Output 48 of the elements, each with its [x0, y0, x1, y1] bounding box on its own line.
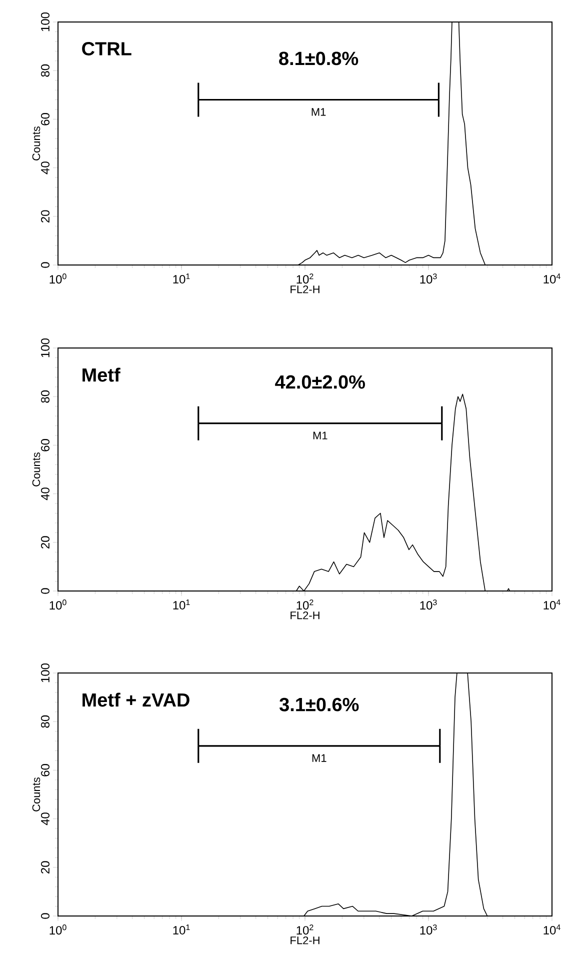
annotation: Metf + zVAD — [82, 692, 190, 707]
y-tick-label: 0 — [40, 913, 50, 919]
x-tick-label: 10$^{4}$ — [544, 274, 560, 284]
y-tick-label: 100 — [40, 338, 50, 358]
y-tick-label: 20 — [40, 861, 50, 874]
x-tick-label: 10$^{3}$ — [420, 274, 437, 284]
annotation: 42.0±2.0% — [275, 375, 365, 389]
y-tick-label: 20 — [40, 210, 50, 222]
y-tick-label: 40 — [40, 162, 50, 174]
x-axis-title: FL2-H — [290, 611, 320, 620]
y-axis-title: Counts — [32, 777, 40, 812]
x-tick-label: 10$^{0}$ — [50, 924, 66, 935]
series-label: M1 — [313, 432, 328, 440]
x-tick-label: 10$^{0}$ — [50, 274, 66, 284]
annotation: Metf — [82, 368, 120, 382]
x-tick-label: 10$^{4}$ — [544, 924, 560, 934]
x-axis-title: FL2-H — [290, 936, 320, 944]
x-tick-label: 10$^{1}$ — [173, 274, 190, 284]
y-tick-label: 20 — [40, 536, 50, 548]
y-tick-label: 60 — [40, 112, 50, 126]
y-tick-label: 80 — [40, 64, 50, 77]
x-tick-label: 10$^{1}$ — [173, 600, 190, 610]
annotation: 8.1±0.8% — [279, 52, 358, 66]
x-tick-label: 10$^{4}$ — [544, 600, 560, 610]
x-tick-label: 10$^{2}$ — [296, 600, 314, 610]
y-tick-label: 60 — [40, 764, 50, 776]
y-tick-label: 80 — [40, 390, 50, 403]
x-tick-label: 10$^{2}$ — [296, 924, 314, 935]
series-label: M1 — [312, 754, 326, 762]
y-tick-label: 60 — [40, 438, 50, 452]
y-tick-label: 100 — [40, 12, 50, 32]
x-tick-label: 10$^{2}$ — [296, 274, 314, 284]
x-tick-label: 10$^{1}$ — [173, 924, 190, 934]
y-tick-label: 40 — [40, 812, 50, 826]
annotation: 3.1±0.6% — [280, 698, 359, 712]
y-tick-label: 40 — [40, 488, 50, 500]
x-tick-label: 10$^{3}$ — [420, 924, 437, 935]
x-tick-label: 10$^{0}$ — [50, 600, 66, 610]
y-axis-title: Counts — [32, 126, 40, 160]
y-tick-label: 0 — [40, 262, 50, 268]
series-label: M1 — [312, 108, 326, 116]
x-tick-label: 10$^{3}$ — [420, 600, 437, 610]
x-axis-title: FL2-H — [290, 285, 320, 294]
y-axis-title: Counts — [32, 452, 40, 486]
y-tick-label: 0 — [40, 588, 50, 594]
annotation: CTRL — [82, 42, 132, 56]
y-tick-label: 80 — [40, 715, 50, 728]
y-tick-label: 100 — [40, 663, 50, 682]
